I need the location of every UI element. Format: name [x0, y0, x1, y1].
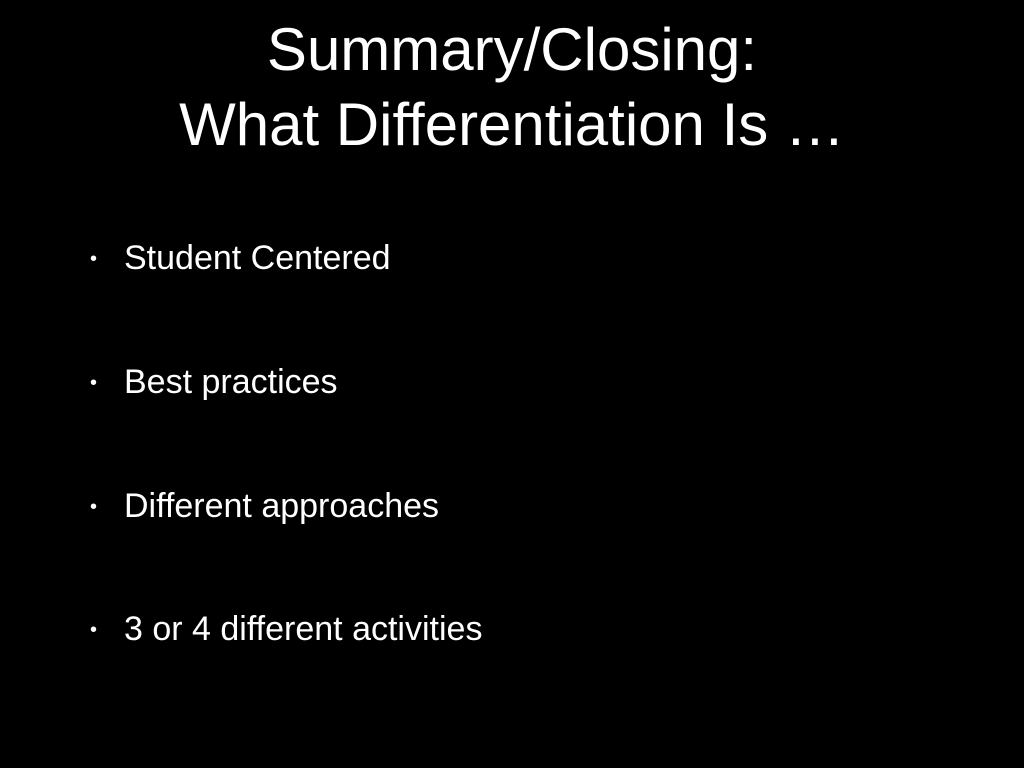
bullet-text: Different approaches [124, 486, 439, 527]
bullet-list: • Student Centered • Best practices • Di… [90, 238, 940, 733]
bullet-icon: • [90, 495, 124, 519]
bullet-icon: • [90, 618, 124, 642]
list-item: • Best practices [90, 362, 940, 403]
list-item: • Student Centered [90, 238, 940, 279]
bullet-text: Student Centered [124, 238, 391, 279]
bullet-icon: • [90, 247, 124, 271]
title-line-1: Summary/Closing: [0, 12, 1024, 87]
title-line-2: What Differentiation Is … [0, 87, 1024, 162]
slide: Summary/Closing: What Differentiation Is… [0, 0, 1024, 768]
bullet-text: Best practices [124, 362, 338, 403]
list-item: • 3 or 4 different activities [90, 609, 940, 650]
bullet-text: 3 or 4 different activities [124, 609, 482, 650]
list-item: • Different approaches [90, 486, 940, 527]
slide-title: Summary/Closing: What Differentiation Is… [0, 12, 1024, 162]
bullet-icon: • [90, 371, 124, 395]
